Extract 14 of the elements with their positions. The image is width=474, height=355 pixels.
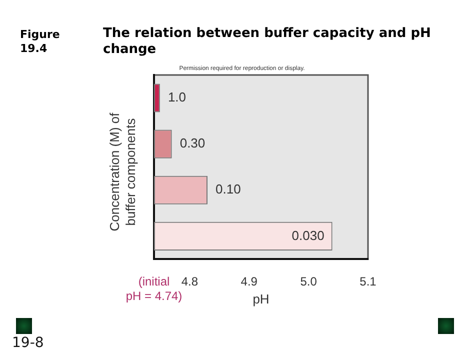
x-axis-title: pH [252,291,270,306]
chart-title: The relation between buffer capacity and pH change [103,26,432,58]
y-tick-label: 1.0 [168,90,186,105]
y-tick-label: 0.30 [180,136,206,151]
x-tick-label: 5.0 [300,274,318,289]
x-tick-label: (initial pH = 4.74) [126,274,182,304]
y-tick-label: 0.10 [216,182,241,197]
x-tick-label: 4.8 [181,274,198,289]
text: 19-8 [12,335,44,351]
text: Figure 19.4 [20,28,61,56]
x-tick-label: 5.1 [360,274,377,289]
y-axis-title: Concentration (M) of buffer components [107,112,139,234]
x-tick-label: 4.9 [240,274,258,289]
y-tick-label: 0.030 [292,228,324,243]
